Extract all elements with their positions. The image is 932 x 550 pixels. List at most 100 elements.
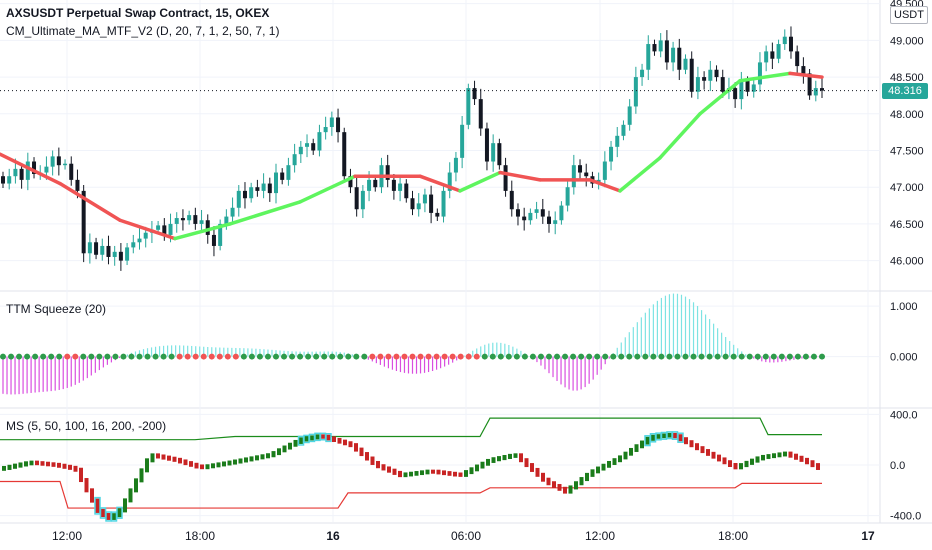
squeeze-dot xyxy=(264,353,271,360)
candle-body xyxy=(528,212,533,221)
candle-body xyxy=(106,245,111,257)
candle-body xyxy=(156,225,161,230)
candle-body xyxy=(578,165,583,173)
candle-body xyxy=(776,44,781,59)
candle-body xyxy=(466,88,471,125)
candle-body xyxy=(354,187,359,210)
currency-badge[interactable]: USDT xyxy=(890,6,928,24)
ms-bar xyxy=(486,458,490,466)
candle-body xyxy=(429,194,434,213)
ms-bar xyxy=(513,453,518,458)
squeeze-dot xyxy=(144,353,151,360)
ms-bar xyxy=(194,462,199,469)
candle-body xyxy=(137,238,142,243)
ms-bar xyxy=(755,456,760,463)
ms-bar xyxy=(359,447,364,457)
squeeze-dot xyxy=(770,353,777,360)
squeeze-dot xyxy=(810,353,817,360)
ma-line-segment xyxy=(588,178,622,193)
candle-body xyxy=(180,218,185,221)
squeeze-dot xyxy=(305,353,312,360)
ms-bar xyxy=(469,467,474,475)
candle-body xyxy=(720,77,725,92)
ms-bar xyxy=(475,464,479,472)
squeeze-dot xyxy=(72,353,79,360)
candle-body xyxy=(621,124,626,136)
candle-body xyxy=(342,132,347,177)
squeeze-dot xyxy=(232,353,239,360)
squeeze-dot xyxy=(401,353,408,360)
squeeze-dot xyxy=(730,353,737,360)
candle-body xyxy=(602,161,607,180)
symbol-title[interactable]: AXSUSDT Perpetual Swap Contract, 15, OKE… xyxy=(6,6,270,20)
ma-line-segment xyxy=(118,218,177,241)
ttm-indicator-title[interactable]: TTM Squeeze (20) xyxy=(6,302,107,316)
candle-body xyxy=(559,205,564,221)
candle-body xyxy=(609,146,614,162)
ms-bar xyxy=(508,453,512,459)
candle-body xyxy=(187,215,192,221)
squeeze-dot xyxy=(120,353,127,360)
squeeze-dot xyxy=(465,353,472,360)
candle-body xyxy=(13,168,18,177)
candle-body xyxy=(44,166,49,173)
candle-body xyxy=(782,36,787,45)
candle-body xyxy=(671,47,676,63)
squeeze-dot xyxy=(8,353,15,360)
candle-body xyxy=(292,154,297,166)
candle-body xyxy=(820,88,824,91)
candle-body xyxy=(534,209,539,213)
squeeze-dot xyxy=(441,353,448,360)
candle-body xyxy=(56,156,61,166)
ms-bar xyxy=(640,440,644,449)
squeeze-dot xyxy=(313,353,320,360)
ms-bar xyxy=(167,455,171,461)
ms-bar xyxy=(227,460,232,466)
squeeze-dot xyxy=(176,353,183,360)
candle-body xyxy=(795,51,800,67)
ms-bar xyxy=(200,464,204,470)
squeeze-dot xyxy=(393,353,400,360)
candle-body xyxy=(317,132,322,151)
ms-bar xyxy=(354,443,358,452)
candle-body xyxy=(118,251,123,261)
ms-bar xyxy=(51,462,56,467)
candle-body xyxy=(565,187,570,206)
candle-body xyxy=(230,207,235,217)
ms-bar xyxy=(409,471,413,477)
ms-bar xyxy=(722,457,727,465)
squeeze-dot xyxy=(626,353,633,360)
candle-body xyxy=(739,80,744,100)
squeeze-dot xyxy=(385,353,392,360)
candle-body xyxy=(87,242,92,254)
squeeze-dot xyxy=(184,353,191,360)
candle-body xyxy=(373,179,378,188)
candle-body xyxy=(571,165,576,188)
ms-bar xyxy=(695,443,699,451)
squeeze-dot xyxy=(794,353,801,360)
candle-body xyxy=(646,44,651,70)
squeeze-dot xyxy=(200,353,207,360)
squeeze-dot xyxy=(224,353,231,360)
candle-body xyxy=(348,176,353,188)
squeeze-dot xyxy=(208,353,215,360)
ms-bar xyxy=(794,453,798,460)
squeeze-dot xyxy=(353,353,360,360)
ms-bar xyxy=(733,463,738,470)
candle-body xyxy=(50,156,55,167)
ms-bar xyxy=(134,478,138,493)
price-tick-label: 46.000 xyxy=(890,256,924,268)
ms-bar xyxy=(145,458,149,473)
squeeze-dot xyxy=(481,353,488,360)
candle-body xyxy=(81,190,86,254)
ms-indicator-title[interactable]: MS (5, 50, 100, 16, 200, -200) xyxy=(6,419,167,433)
ms-bar xyxy=(700,446,705,454)
ms-bar xyxy=(112,513,116,520)
x-tick-label: 06:00 xyxy=(451,529,481,543)
squeeze-dot xyxy=(377,353,384,360)
ms-bar xyxy=(2,465,6,471)
ma-indicator-title[interactable]: CM_Ultimate_MA_MTF_V2 (D, 20, 7, 1, 2, 5… xyxy=(6,24,280,38)
ms-bar xyxy=(222,461,226,467)
ms-bar xyxy=(123,498,127,513)
squeeze-dot xyxy=(682,353,689,360)
